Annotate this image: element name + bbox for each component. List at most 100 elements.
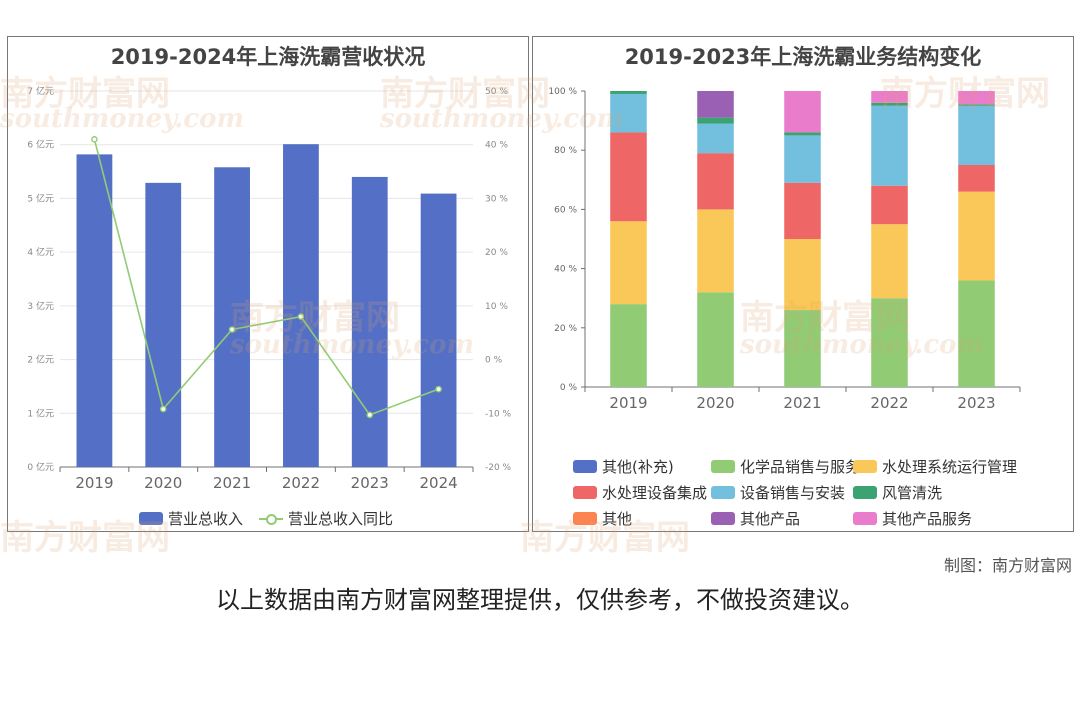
legend-label: 水处理系统运行管理 (882, 458, 1018, 476)
revenue-bar (145, 182, 182, 467)
revenue-yoy-point (297, 313, 305, 320)
legend-label: 其他(补充) (602, 458, 674, 476)
legend-item[interactable]: 其他产品服务 (853, 508, 972, 529)
legend-item[interactable]: 其他(补充) (573, 456, 674, 477)
y-left-tick-label: 3 亿元 (27, 300, 54, 312)
legend-swatch (711, 512, 735, 525)
stacked-bar-segment (958, 91, 995, 105)
revenue-bar (214, 167, 250, 467)
stacked-bar-segment (784, 91, 821, 133)
stacked-bar-segment (871, 91, 908, 103)
stacked-bar-segment (610, 132, 647, 222)
x-tick-label: 2020 (696, 394, 734, 412)
y-left-tick-label: 2 亿元 (27, 354, 54, 366)
legend-swatch (853, 486, 877, 499)
stacked-bar-segment (697, 209, 734, 293)
disclaimer-text: 以上数据由南方财富网整理提供，仅供参考，不做投资建议。 (216, 586, 864, 614)
y-tick-label: 0 % (560, 383, 578, 393)
revenue-yoy-point (91, 136, 98, 143)
revenue-yoy-point (228, 326, 236, 333)
stacked-bar-segment (610, 91, 647, 94)
revenue-chart-panel: 2019-2024年上海洗霸营收状况 0 亿元 1 亿元 2 亿元 3 亿元 4 亿元 5… (7, 36, 529, 532)
legend-swatch (853, 460, 877, 473)
x-tick-label: 2024 (419, 474, 457, 492)
legend-label-revenue-yoy: 营业总收入同比 (288, 510, 394, 528)
y-tick-label: 20 % (554, 324, 577, 334)
y-right-tick-label: 50 % (485, 87, 508, 97)
stacked-bar-segment (958, 280, 995, 387)
legend-label: 其他产品服务 (882, 510, 973, 528)
stacked-bar-segment (871, 105, 908, 186)
stacked-bar-segment (697, 91, 734, 118)
business-structure-title: 2019-2023年上海洗霸业务结构变化 (624, 45, 982, 69)
stacked-bar-segment (958, 105, 995, 165)
legend-item[interactable]: 其他产品 (711, 508, 800, 529)
stacked-bar-segment (697, 123, 734, 154)
legend-item[interactable]: 设备销售与安装 (711, 482, 845, 503)
x-tick-label: 2021 (213, 474, 251, 492)
legend-item-revenue-yoy[interactable]: 营业总收入同比 (259, 508, 393, 529)
stacked-bar-segment (784, 310, 821, 387)
legend-item[interactable]: 水处理系统运行管理 (853, 456, 1017, 477)
revenue-bar (76, 154, 113, 467)
y-right-tick-label: -20 % (485, 463, 512, 473)
x-tick-label: 2019 (75, 474, 113, 492)
legend-label: 水处理设备集成 (602, 484, 708, 502)
x-tick-label: 2021 (783, 394, 821, 412)
stacked-bar-segment (784, 132, 821, 136)
revenue-bar (351, 176, 388, 467)
legend-label: 其他 (602, 510, 633, 528)
revenue-yoy-point (366, 411, 374, 419)
stacked-bar-segment (784, 182, 821, 239)
legend-item[interactable]: 化学品销售与服务 (711, 456, 860, 477)
business-structure-panel: 2019-2023年上海洗霸业务结构变化 0 % 20 % 40 % 60 % 80 %… (532, 36, 1074, 532)
y-right-tick-label: 20 % (485, 248, 508, 258)
legend-item[interactable]: 水处理设备集成 (573, 482, 707, 503)
legend-swatch-revenue (139, 512, 163, 525)
stacked-bar-segment (697, 153, 734, 210)
stacked-bar-segment (871, 298, 908, 387)
x-tick-label: 2019 (609, 394, 647, 412)
legend-item[interactable]: 其他 (573, 508, 632, 529)
stacked-bar-segment (871, 102, 908, 106)
revenue-yoy-point (435, 385, 442, 393)
legend-label: 化学品销售与服务 (740, 458, 861, 476)
x-tick-label: 2022 (870, 394, 908, 412)
stacked-bar-segment (784, 239, 821, 311)
x-tick-label: 2023 (957, 394, 995, 412)
stacked-bar-segment (610, 93, 647, 133)
revenue-bar (420, 193, 457, 467)
chart-credit: 制图：南方财富网 (943, 556, 1072, 575)
y-tick-label: 60 % (554, 205, 577, 215)
stacked-bar-segment (697, 117, 734, 124)
legend-swatch (853, 512, 877, 525)
legend-label: 设备销售与安装 (740, 484, 846, 502)
legend-item[interactable]: 风管清洗 (853, 482, 942, 503)
stacked-bar-segment (958, 165, 995, 192)
stacked-bar-segment (871, 224, 908, 299)
revenue-yoy-point (159, 405, 167, 413)
legend-label: 其他产品 (740, 510, 801, 528)
y-right-tick-label: 40 % (485, 141, 508, 151)
x-tick-label: 2020 (144, 474, 182, 492)
legend-item-revenue[interactable]: 营业总收入 (139, 508, 243, 529)
y-left-tick-label: 6 亿元 (27, 139, 54, 151)
y-right-tick-label: 0 % (485, 356, 503, 366)
revenue-bar (283, 144, 319, 468)
y-tick-label: 40 % (554, 265, 577, 275)
y-tick-label: 100 % (548, 87, 577, 97)
y-left-tick-label: 5 亿元 (27, 192, 54, 204)
y-tick-label: 80 % (554, 146, 577, 156)
y-left-tick-label: 0 亿元 (27, 461, 54, 473)
stacked-bar-segment (697, 292, 734, 387)
legend-swatch (573, 512, 597, 525)
y-right-tick-label: 30 % (485, 194, 508, 204)
y-right-tick-label: 10 % (485, 302, 508, 312)
stacked-bar-segment (610, 304, 647, 387)
y-left-tick-label: 4 亿元 (27, 246, 54, 258)
revenue-chart-svg: 0 亿元 1 亿元 2 亿元 3 亿元 4 亿元 5 亿元 6 亿元 7 亿元 -20 % -10… (27, 85, 512, 492)
legend-label-revenue: 营业总收入 (168, 510, 244, 528)
x-tick-label: 2023 (351, 474, 389, 492)
legend-swatch-revenue-yoy (259, 512, 283, 526)
y-left-tick-label: 1 亿元 (27, 407, 54, 419)
